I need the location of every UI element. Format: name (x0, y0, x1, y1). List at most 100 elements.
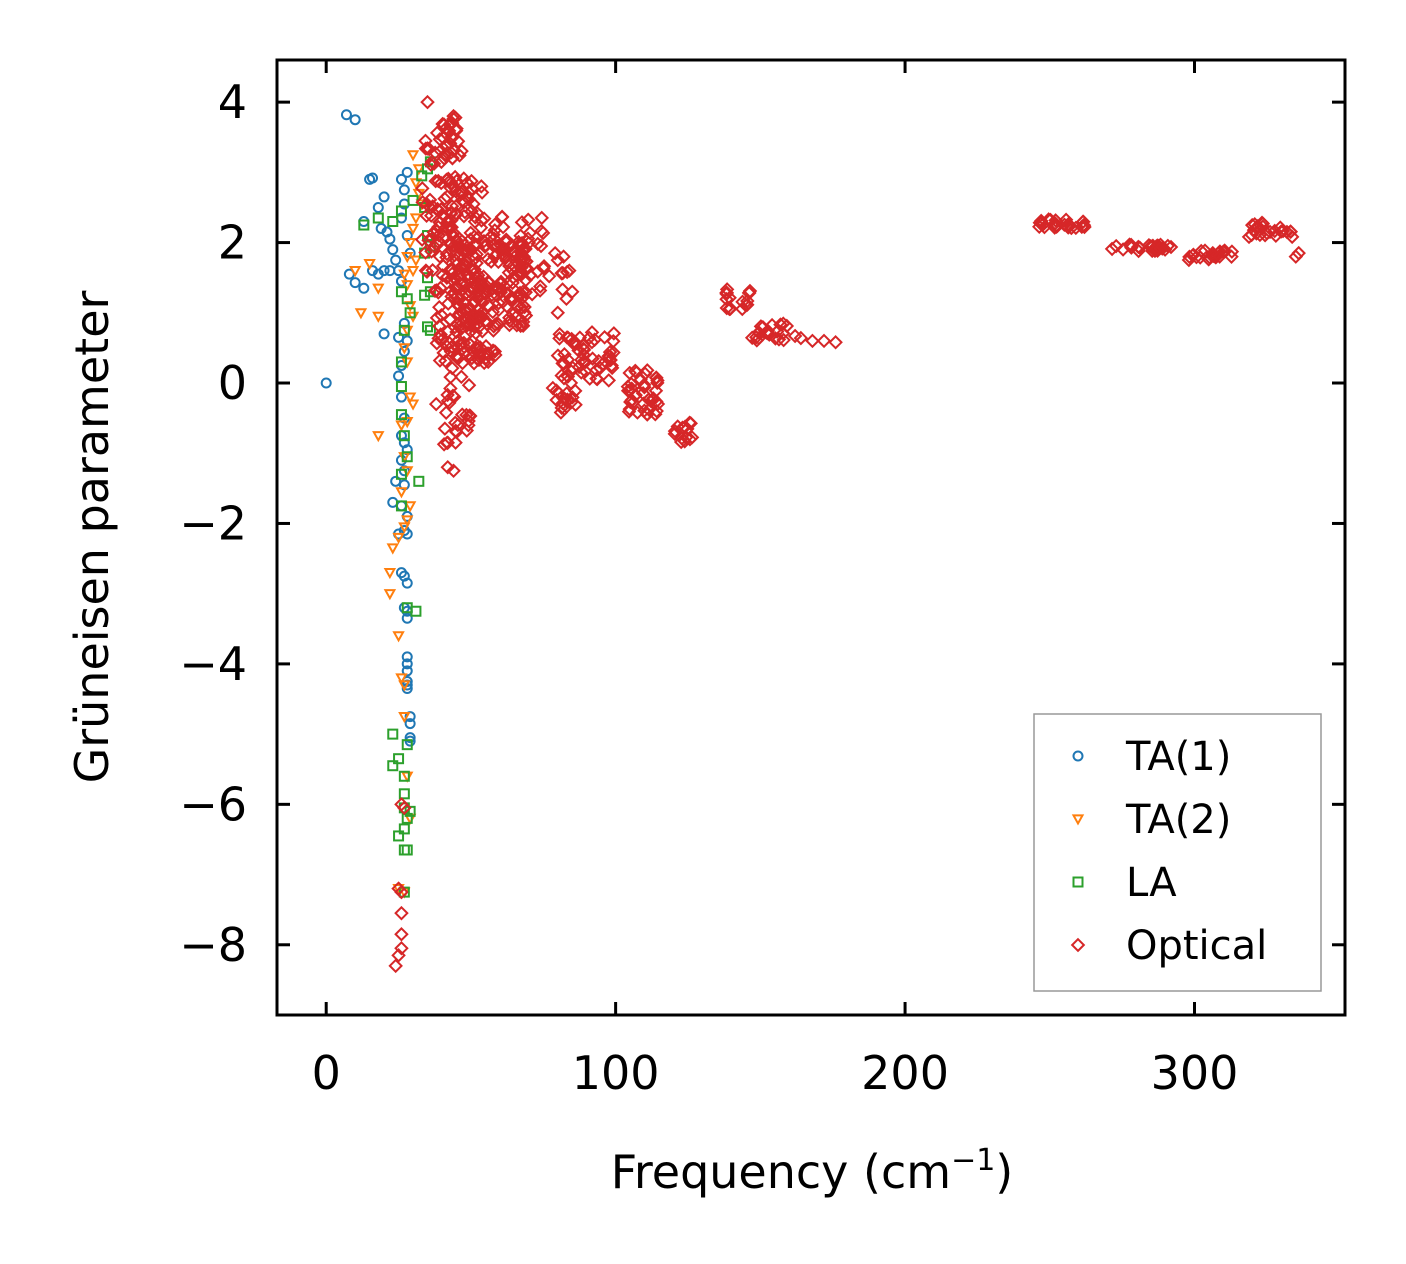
data-point-optical (494, 209, 510, 225)
data-point-optical (764, 317, 780, 333)
data-point-la (401, 293, 413, 305)
data-point-optical (816, 333, 832, 349)
data-point-optical (415, 181, 430, 196)
y-tick-label: −2 (179, 496, 247, 550)
data-point-la (395, 468, 407, 480)
y-tick-label: 4 (218, 75, 247, 129)
data-point-optical (602, 344, 618, 360)
data-point-optical (582, 371, 598, 386)
data-point-optical (461, 288, 477, 303)
data-point-optical (488, 347, 503, 363)
data-point-la (358, 219, 370, 231)
data-point-optical (454, 369, 469, 385)
legend-label-ta-1: TA(1) (1125, 734, 1231, 780)
data-point-optical (549, 392, 564, 408)
data-point-optical (436, 151, 452, 166)
data-point-ta-2 (409, 255, 423, 267)
data-point-ta-1 (401, 166, 413, 178)
data-point-optical (771, 332, 787, 347)
data-point-optical (505, 307, 521, 322)
data-point-optical (443, 115, 458, 131)
data-point-ta-1 (404, 732, 416, 744)
data-point-la (401, 739, 413, 751)
data-point-optical (742, 283, 758, 299)
data-point-la (398, 324, 410, 336)
data-point-optical (505, 275, 520, 291)
data-point-optical (466, 196, 481, 212)
data-point-optical (439, 138, 455, 153)
data-point-optical (517, 299, 532, 315)
data-point-optical (518, 308, 534, 323)
data-point-optical (419, 264, 435, 280)
data-point-ta-2 (392, 532, 405, 545)
data-point-optical (1062, 217, 1077, 233)
data-point-optical (520, 212, 536, 227)
data-point-la (395, 500, 407, 512)
data-point-ta-1 (395, 391, 407, 403)
data-point-optical (776, 332, 791, 348)
data-point-optical (506, 281, 521, 297)
data-point-optical (487, 317, 503, 332)
data-point-optical (723, 301, 738, 316)
data-point-ta-1 (320, 377, 332, 389)
data-point-optical (446, 463, 461, 479)
data-point-optical (1189, 249, 1204, 265)
data-point-optical (418, 141, 434, 156)
data-point-optical (606, 326, 622, 341)
data-point-optical (749, 329, 764, 345)
data-point-optical (601, 348, 616, 364)
data-point-optical (585, 351, 600, 366)
y-tick-label: 2 (218, 216, 247, 270)
data-point-optical (683, 416, 698, 431)
data-point-la (398, 788, 410, 800)
data-point-optical (1257, 227, 1273, 243)
legend-marker-ta-2 (1071, 814, 1085, 826)
data-point-optical (1212, 249, 1227, 264)
data-point-optical (450, 317, 465, 333)
data-point-optical (648, 407, 663, 422)
data-point-optical (516, 251, 531, 266)
data-point-optical (1049, 219, 1064, 235)
data-point-optical (429, 335, 445, 351)
data-point-ta-1 (340, 109, 352, 121)
data-point-ta-2 (401, 280, 414, 292)
data-point-la (404, 307, 416, 319)
data-point-optical (562, 263, 577, 278)
data-point-la (393, 830, 405, 842)
data-point-optical (514, 215, 530, 230)
data-point-ta-1 (367, 172, 379, 184)
data-point-optical (415, 194, 430, 210)
legend: TA(1) TA(2) LA Optical (1033, 713, 1322, 992)
data-point-optical (420, 141, 435, 156)
data-point-optical (1123, 238, 1138, 253)
data-point-optical (454, 407, 470, 422)
data-point-ta-2 (412, 164, 426, 176)
legend-label-ta-2: TA(2) (1125, 797, 1231, 843)
x-tick-label: 0 (312, 1046, 341, 1100)
data-point-optical (556, 249, 571, 264)
data-point-optical (514, 260, 529, 275)
data-point-optical (436, 117, 452, 132)
data-point-optical (445, 130, 460, 145)
data-point-ta-2 (348, 266, 362, 278)
series-ta-2 (348, 150, 428, 899)
legend-label-la: LA (1126, 860, 1177, 906)
data-point-optical (751, 330, 767, 346)
data-point-la (395, 356, 407, 368)
data-point-optical (461, 185, 477, 201)
data-point-ta-2 (383, 568, 397, 580)
data-point-optical (513, 267, 529, 283)
legend-marker-la (1072, 876, 1084, 888)
data-point-optical (735, 294, 750, 310)
legend-marker-ta-1 (1072, 750, 1084, 762)
data-point-optical (388, 958, 403, 974)
data-point-la (401, 844, 413, 856)
data-point-optical (541, 268, 557, 284)
data-point-optical (498, 248, 513, 264)
data-point-optical (440, 435, 456, 450)
data-point-ta-2 (398, 269, 411, 281)
data-point-optical (560, 369, 576, 384)
data-point-optical (394, 905, 409, 921)
data-point-optical (459, 423, 475, 438)
